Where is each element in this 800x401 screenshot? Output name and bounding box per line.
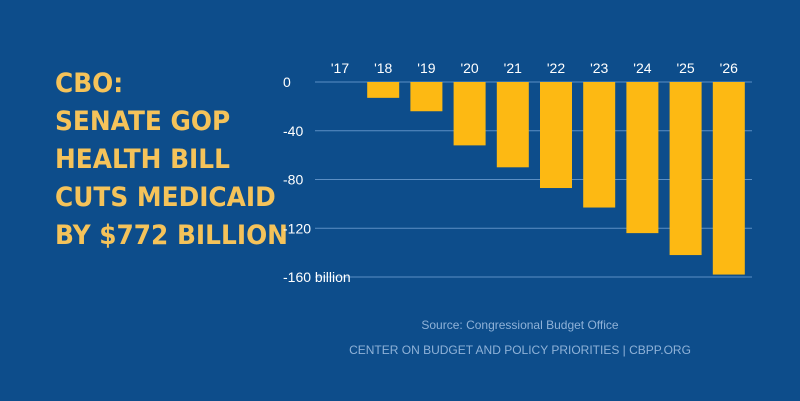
x-tick-label: '18 [374,60,392,76]
headline-line-1: SENATE GOP [55,106,231,137]
headline: CBO: SENATE GOP HEALTH BILL CUTS MEDICAI… [55,65,288,255]
y-tick-label: -120 [283,220,311,236]
y-tick-label: -160 billion [283,269,351,285]
headline-line-2: HEALTH BILL [55,144,230,175]
headline-line-3: CUTS MEDICAID [55,182,276,213]
y-tick-label: -80 [283,172,303,188]
x-tick-label: '19 [417,60,435,76]
bar [367,82,400,98]
headline-lead: CBO: [55,68,124,99]
x-tick-label: '20 [460,60,478,76]
bar [583,82,616,208]
x-tick-label: '21 [504,60,522,76]
x-tick-label: '24 [633,60,651,76]
x-tick-label: '26 [720,60,738,76]
credit-line: CENTER ON BUDGET AND POLICY PRIORITIES |… [349,343,691,357]
x-tick-label: '25 [676,60,694,76]
bar [712,82,745,275]
bar [453,82,486,146]
x-tick-label: '17 [331,60,349,76]
headline-line-4: BY $772 BILLION [55,220,288,251]
y-tick-label: 0 [283,74,291,90]
bar [540,82,572,189]
x-tick-label: '22 [547,60,565,76]
bar [669,82,702,256]
bar [626,82,659,234]
bar [496,82,529,168]
y-tick-label: -40 [283,123,303,139]
x-tick-label: '23 [590,60,608,76]
bar [410,82,443,112]
source-note: Source: Congressional Budget Office [421,318,619,332]
